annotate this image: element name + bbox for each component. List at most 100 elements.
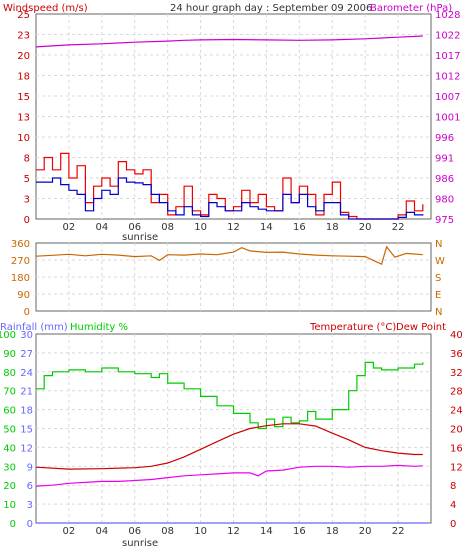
x-tick-label: 10: [194, 526, 207, 537]
temp-y-tick: 20: [450, 425, 463, 436]
rain-y-tick: 24: [20, 368, 33, 379]
x-tick-label: 04: [95, 222, 108, 233]
baro-y-tick: 991: [435, 154, 454, 165]
temp-y-tick: 8: [450, 481, 456, 492]
baro-y-tick: 1028: [435, 10, 460, 21]
rain-y-tick: 21: [20, 387, 33, 398]
compass-y-tick: E: [435, 290, 441, 301]
rain-axis-title: Rainfall (mm): [0, 322, 68, 333]
x-tick-label: 18: [326, 222, 339, 233]
panel2-frame: [35, 242, 432, 312]
rain-y-tick: 15: [20, 425, 33, 436]
panel2-grid: [36, 243, 431, 311]
x-tick-label: 16: [293, 526, 306, 537]
x-tick-label: 08: [161, 222, 174, 233]
wind-y-tick: 18: [17, 72, 30, 83]
wind-y-tick: 23: [17, 31, 30, 42]
series-line: [36, 152, 424, 220]
humidity-y-tick: 70: [3, 387, 16, 398]
temp-y-tick: 16: [450, 443, 463, 454]
humidity-y-tick: 50: [3, 425, 16, 436]
series-line: [36, 177, 424, 220]
wind-y-tick: 0: [24, 215, 30, 226]
temp-y-tick: 0: [450, 519, 456, 530]
x-tick-label: 14: [260, 222, 273, 233]
humidity-y-tick: 60: [3, 406, 16, 417]
baro-axis-title: Barometer (hPa): [370, 3, 452, 14]
dew-axis-title: Dew Point: [396, 322, 446, 333]
series-line: [35, 35, 423, 48]
rain-y-tick: 6: [27, 481, 33, 492]
wind-y-tick: 13: [17, 113, 30, 124]
rain-y-tick: 18: [20, 406, 33, 417]
baro-y-tick: 1022: [435, 31, 460, 42]
wind-y-tick: 5: [24, 174, 30, 185]
humidity-y-tick: 10: [3, 500, 16, 511]
compass-y-tick: S: [435, 273, 441, 284]
humidity-axis-title: Humidity %: [70, 322, 128, 333]
temp-y-tick: 12: [450, 462, 463, 473]
series-line: [36, 361, 424, 430]
humidity-y-tick: 80: [3, 368, 16, 379]
x-tick-label: 06: [128, 222, 141, 233]
x-tick-label: 08: [161, 526, 174, 537]
temp-y-tick: 36: [450, 349, 463, 360]
x-tick-label: 06: [128, 526, 141, 537]
x-tick-label: 18: [326, 526, 339, 537]
direction-y-tick: 180: [11, 273, 30, 284]
baro-y-tick: 996: [435, 133, 454, 144]
rain-y-tick: 9: [27, 462, 33, 473]
rain-y-tick: 0: [27, 519, 33, 530]
baro-y-tick: 986: [435, 174, 454, 185]
humidity-y-tick: 0: [10, 519, 16, 530]
compass-y-tick: N: [435, 307, 442, 318]
panel2-series: [35, 245, 423, 266]
wind-y-tick: 8: [24, 154, 30, 165]
wind-axis-title: Windspeed (m/s): [3, 3, 88, 14]
wind-y-tick: 10: [17, 133, 30, 144]
x-tick-label: 12: [227, 222, 240, 233]
x-tick-label: 04: [95, 526, 108, 537]
direction-y-tick: 90: [17, 290, 30, 301]
temp-y-tick: 4: [450, 500, 456, 511]
panel1-ticks: 02 04 06 08 10 12 14 16 18 20 22035810131518202325…: [17, 10, 460, 233]
humidity-y-tick: 20: [3, 481, 16, 492]
panel3-ticks: 02 04 06 08 10 12 14 16 18 20 22010203040506070809…: [0, 330, 463, 537]
x-tick-label: 02: [63, 222, 76, 233]
direction-y-tick: 270: [11, 256, 30, 267]
wind-y-tick: 15: [17, 92, 30, 103]
baro-y-tick: 1001: [435, 113, 460, 124]
panel1-series: [35, 35, 424, 220]
x-tick-label: 22: [392, 526, 405, 537]
wind-y-tick: 25: [17, 10, 30, 21]
series-line: [35, 423, 423, 470]
x-tick-label: 20: [359, 526, 372, 537]
baro-y-tick: 980: [435, 195, 454, 206]
rain-y-tick: 27: [20, 349, 33, 360]
humidity-y-tick: 100: [0, 330, 16, 341]
direction-y-tick: 360: [11, 239, 30, 250]
humidity-y-tick: 30: [3, 462, 16, 473]
temp-y-tick: 40: [450, 330, 463, 341]
x-tick-label: 12: [227, 526, 240, 537]
baro-y-tick: 1012: [435, 72, 460, 83]
baro-y-tick: 975: [435, 215, 454, 226]
series-line: [35, 245, 423, 266]
chart-title: 24 hour graph day : September 09 2006: [170, 3, 372, 14]
humidity-y-tick: 90: [3, 349, 16, 360]
compass-y-tick: N: [435, 239, 442, 250]
sunrise-label-1: sunrise: [122, 232, 158, 243]
temp-axis-title: Temperature (°C): [309, 322, 396, 333]
rain-y-tick: 12: [20, 443, 33, 454]
humidity-y-tick: 40: [3, 443, 16, 454]
sunrise-label-2: sunrise: [122, 538, 158, 549]
temp-y-tick: 32: [450, 368, 463, 379]
x-tick-label: 02: [63, 526, 76, 537]
panel3-series: [35, 361, 428, 524]
wind-y-tick: 3: [24, 195, 30, 206]
x-tick-label: 16: [293, 222, 306, 233]
rain-y-tick: 3: [27, 500, 33, 511]
